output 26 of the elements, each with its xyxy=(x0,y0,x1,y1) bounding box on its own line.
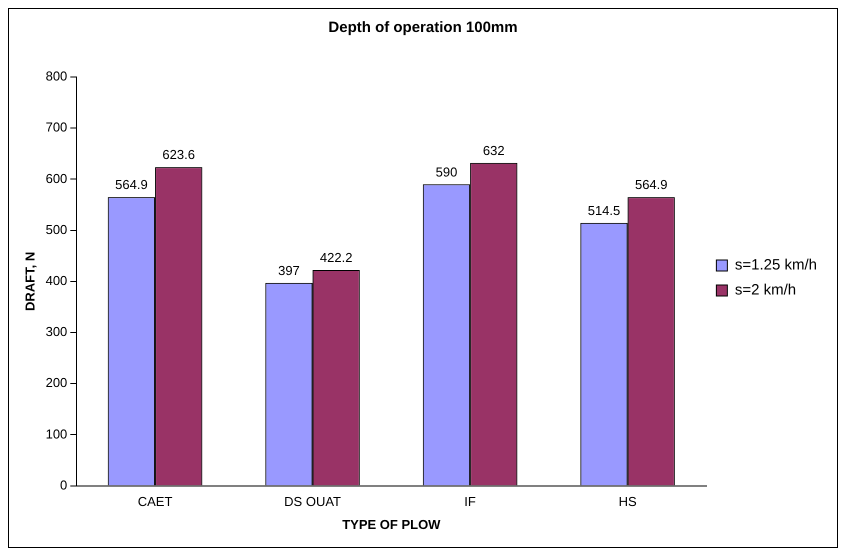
y-tick-label: 800 xyxy=(46,68,68,84)
data-label: 397 xyxy=(278,263,300,278)
data-label: 564.9 xyxy=(634,177,668,192)
y-tick-label: 200 xyxy=(46,375,68,390)
legend-label: s=2 km/h xyxy=(734,282,796,299)
y-tick-label: 600 xyxy=(46,170,68,186)
x-tick-label: HS xyxy=(618,494,637,510)
legend-label: s=1.25 km/h xyxy=(734,256,818,274)
data-label: 514.5 xyxy=(588,202,620,218)
y-tick-label: 400 xyxy=(46,272,68,288)
chart-title: Depth of operation 100mm xyxy=(328,19,518,36)
y-tick-label: 0 xyxy=(60,477,68,492)
x-tick-label: DS OUAT xyxy=(284,494,342,510)
x-axis-title: TYPE OF PLOW xyxy=(342,516,442,532)
x-tick-label: CAET xyxy=(138,494,172,510)
data-label: 590 xyxy=(436,164,458,180)
y-tick-label: 100 xyxy=(46,426,68,442)
data-label: 564.9 xyxy=(115,177,148,192)
data-label: 422.2 xyxy=(320,250,352,266)
x-tick-label: IF xyxy=(464,494,476,510)
y-tick-label: 700 xyxy=(46,120,68,135)
data-label: 632 xyxy=(482,142,505,158)
y-tick-label: 300 xyxy=(46,324,68,340)
data-label: 623.6 xyxy=(162,147,195,162)
y-tick-label: 500 xyxy=(46,222,68,237)
y-axis-title: DRAFT, N xyxy=(22,252,38,312)
